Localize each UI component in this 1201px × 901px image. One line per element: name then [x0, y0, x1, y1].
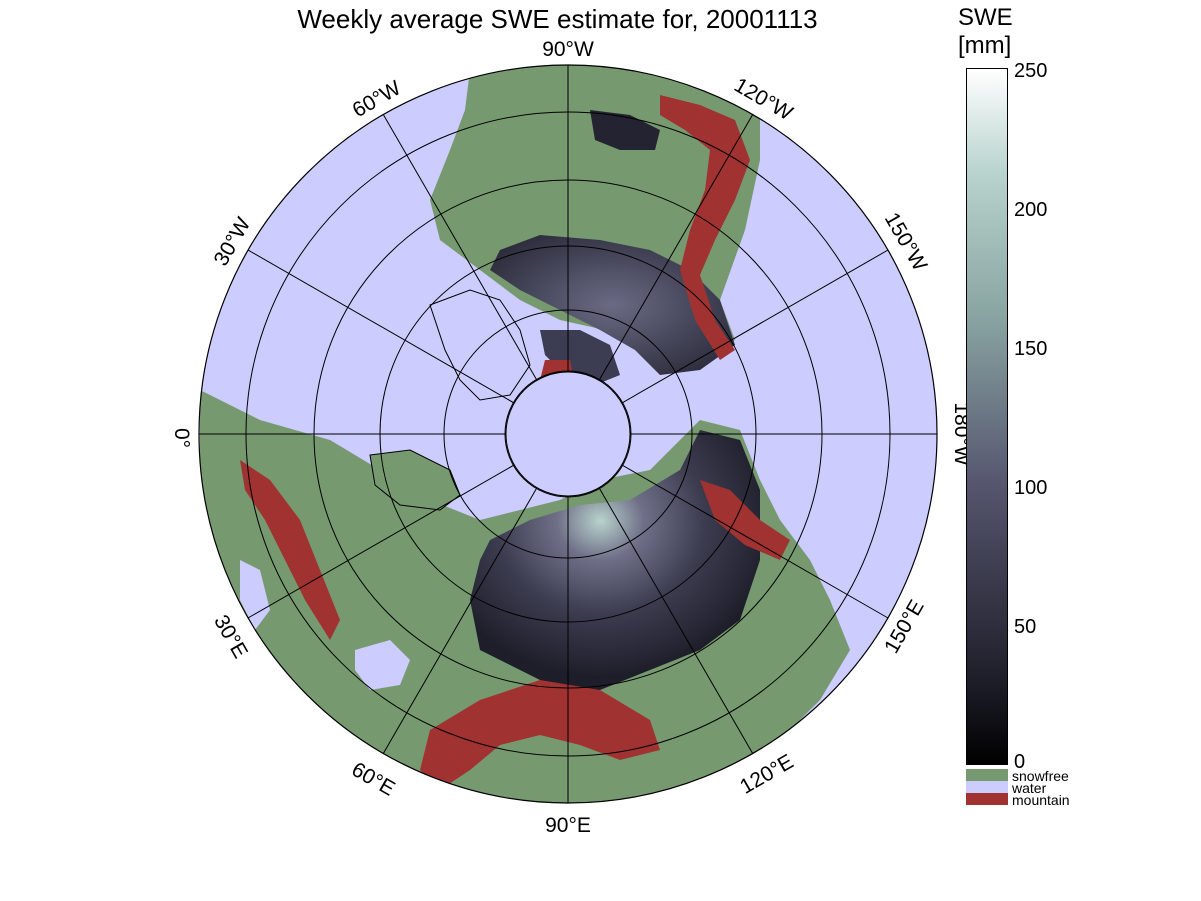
- mountain-scandinavia: [240, 460, 340, 640]
- colorbar-tick-200: 200: [1014, 199, 1048, 221]
- sea-black-caspian: [355, 640, 410, 690]
- lon-label-60e: 60°E: [348, 758, 399, 801]
- map-title: Weekly average SWE estimate for, 2000111…: [297, 4, 818, 34]
- snow-north-america: [490, 235, 735, 375]
- sea-baltic: [240, 560, 270, 630]
- snow-siberia: [470, 430, 760, 690]
- land-svalbard: [369, 449, 461, 511]
- colorbar-tick-250: 250: [1014, 60, 1048, 82]
- colorbar-tick-100: 100: [1014, 477, 1048, 499]
- snow-canadian-shield: [590, 110, 660, 150]
- lon-label-90e: 90°E: [545, 814, 591, 837]
- mountain-east-siberia: [700, 480, 790, 560]
- mountain-rockies: [660, 95, 750, 360]
- mountain-central-asia: [420, 680, 660, 790]
- colorbar-title: SWE [mm]: [958, 4, 1013, 60]
- legend-swatch-mountain: [966, 793, 1008, 805]
- legend-label-mountain: mountain: [1012, 792, 1070, 808]
- colorbar-title-line1: SWE: [958, 4, 1013, 31]
- polar-cap: [505, 371, 631, 497]
- legend-label-snowfree: snowfree: [1012, 768, 1069, 784]
- land-arctic-archipelago: [540, 330, 620, 385]
- legend-swatch-water: [966, 781, 1008, 793]
- land-greenland: [429, 289, 531, 401]
- lon-label-30e: 30°E: [209, 611, 252, 662]
- legend-swatch-snowfree: [966, 769, 1008, 781]
- colorbar-tick-0: 0: [1014, 751, 1026, 773]
- lon-label-90w: 90°W: [542, 38, 594, 61]
- colorbar-title-line2: [mm]: [958, 32, 1012, 59]
- legend-label-water: water: [1012, 780, 1047, 796]
- colorbar-gradient: [966, 68, 1008, 765]
- lon-label-0: 0°: [170, 428, 193, 448]
- colorbar-tick-50: 50: [1014, 616, 1037, 638]
- colorbar-tick-150: 150: [1014, 338, 1048, 360]
